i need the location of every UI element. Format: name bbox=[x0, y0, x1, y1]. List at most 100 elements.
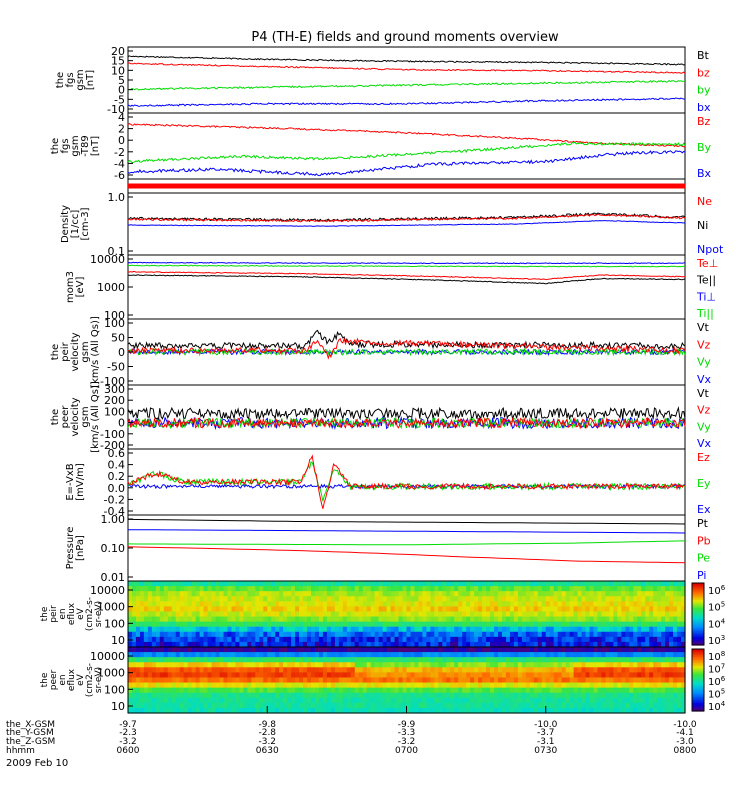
spectrogram-cell bbox=[243, 596, 248, 602]
spectrogram-cell bbox=[525, 707, 531, 714]
spectrogram-cell bbox=[541, 652, 547, 658]
spectrogram-cell bbox=[641, 596, 646, 602]
ephemeris-value: -3.7 bbox=[537, 728, 555, 738]
spectrogram-cell bbox=[378, 697, 384, 704]
spectrogram-cell bbox=[609, 601, 614, 607]
spectrogram-cell bbox=[334, 631, 340, 638]
colorbar-segment bbox=[692, 640, 704, 643]
spectrogram-cell bbox=[259, 667, 264, 673]
spectrogram-cell bbox=[525, 596, 531, 602]
spectrogram-cell bbox=[505, 657, 511, 663]
spectrogram-cell bbox=[585, 707, 591, 714]
spectrogram-cell bbox=[303, 631, 308, 638]
spectrogram-cell bbox=[338, 591, 344, 597]
spectrogram-cell bbox=[342, 621, 348, 628]
spectrogram-cell bbox=[199, 677, 205, 684]
spectrogram-cell bbox=[490, 647, 495, 653]
spectrogram-cell bbox=[553, 647, 559, 653]
spectrogram-cell bbox=[446, 631, 451, 638]
spectrogram-cell bbox=[573, 647, 579, 653]
spectrogram-cell bbox=[211, 647, 217, 653]
spectrogram-cell bbox=[322, 682, 328, 689]
spectrogram-cell bbox=[251, 707, 256, 714]
spectrogram-cell bbox=[318, 641, 324, 648]
spectrogram-cell bbox=[494, 596, 499, 602]
spectrogram-cell bbox=[163, 626, 169, 633]
spectrogram-cell bbox=[609, 702, 614, 709]
spectrogram-cell bbox=[414, 657, 420, 663]
spectrogram-cell bbox=[231, 662, 237, 668]
spectrogram-cell bbox=[311, 606, 316, 613]
spectrogram-cell bbox=[494, 702, 499, 709]
spectrogram-cell bbox=[326, 682, 332, 689]
spectrogram-cell bbox=[386, 641, 392, 648]
spectrogram-cell bbox=[422, 662, 427, 668]
spectrogram-cell bbox=[366, 682, 372, 689]
spectrogram-cell bbox=[191, 682, 197, 689]
spectrogram-cell bbox=[342, 636, 348, 643]
spectrogram-cell bbox=[271, 586, 276, 592]
spectrogram-cell bbox=[474, 692, 479, 699]
spectrogram-cell bbox=[143, 677, 149, 684]
spectrogram-cell bbox=[354, 631, 360, 638]
spectrogram-cell bbox=[613, 702, 618, 709]
spectrogram-cell bbox=[569, 596, 575, 602]
spectrogram-cell bbox=[263, 606, 268, 613]
spectrogram-cell bbox=[422, 672, 427, 679]
spectrogram-cell bbox=[669, 636, 674, 643]
spectrogram-cell bbox=[561, 586, 567, 592]
spectrogram-cell bbox=[151, 591, 157, 597]
spectrogram-cell bbox=[151, 677, 157, 684]
spectrogram-cell bbox=[669, 662, 674, 668]
spectrogram-cell bbox=[159, 697, 165, 704]
colorbar-frame bbox=[691, 648, 705, 712]
spectrogram-cell bbox=[665, 697, 670, 704]
spectrogram-cell bbox=[191, 636, 197, 643]
spectrogram-cell bbox=[374, 601, 380, 607]
spectrogram-cell bbox=[533, 616, 539, 623]
spectrogram-cell bbox=[470, 631, 475, 638]
legend-ni: Ni bbox=[697, 219, 708, 232]
spectrogram-cell bbox=[505, 662, 511, 668]
spectrogram-cell bbox=[219, 682, 225, 689]
spectrogram-cell bbox=[175, 586, 181, 592]
spectrogram-cell bbox=[346, 692, 352, 699]
spectrogram-cell bbox=[199, 611, 205, 618]
spectrogram-cell bbox=[565, 697, 571, 704]
spectrogram-cell bbox=[386, 702, 392, 709]
spectrogram-cell bbox=[370, 581, 376, 587]
spectrogram-cell bbox=[637, 682, 642, 689]
colorbar-segment bbox=[692, 690, 704, 693]
y-axis-label: [1/cc] bbox=[70, 210, 81, 239]
spectrogram-cell bbox=[135, 677, 141, 684]
spectrogram-cell bbox=[271, 631, 276, 638]
spectrogram-cell bbox=[283, 586, 288, 592]
spectrogram-cell bbox=[179, 591, 185, 597]
spectrogram-cell bbox=[263, 601, 268, 607]
spectrogram-cell bbox=[442, 631, 447, 638]
spectrogram-cell bbox=[259, 657, 264, 663]
spectrogram-cell bbox=[406, 652, 412, 658]
colorbar-segment bbox=[692, 614, 704, 617]
spectrogram-cell bbox=[322, 581, 328, 587]
y-axis-label: [nT] bbox=[85, 70, 96, 90]
spectrogram-cell bbox=[653, 672, 658, 679]
spectrogram-cell bbox=[342, 606, 348, 613]
spectrogram-cell bbox=[382, 667, 388, 673]
spectrogram-cell bbox=[175, 667, 181, 673]
spectrogram-cell bbox=[613, 626, 618, 633]
spectrogram-cell bbox=[601, 687, 607, 694]
spectrogram-cell bbox=[215, 647, 221, 653]
spectrogram-cell bbox=[494, 697, 499, 704]
spectrogram-cell bbox=[307, 631, 312, 638]
spectrogram-cell bbox=[326, 702, 332, 709]
spectrogram-cell bbox=[601, 601, 607, 607]
spectrogram-cell bbox=[442, 641, 447, 648]
spectrogram-cell bbox=[311, 621, 316, 628]
spectrogram-cell bbox=[601, 641, 607, 648]
spectrogram-cell bbox=[641, 692, 646, 699]
spectrogram-cell bbox=[128, 647, 133, 653]
spectrogram-cell bbox=[358, 591, 364, 597]
spectrogram-cell bbox=[665, 621, 670, 628]
